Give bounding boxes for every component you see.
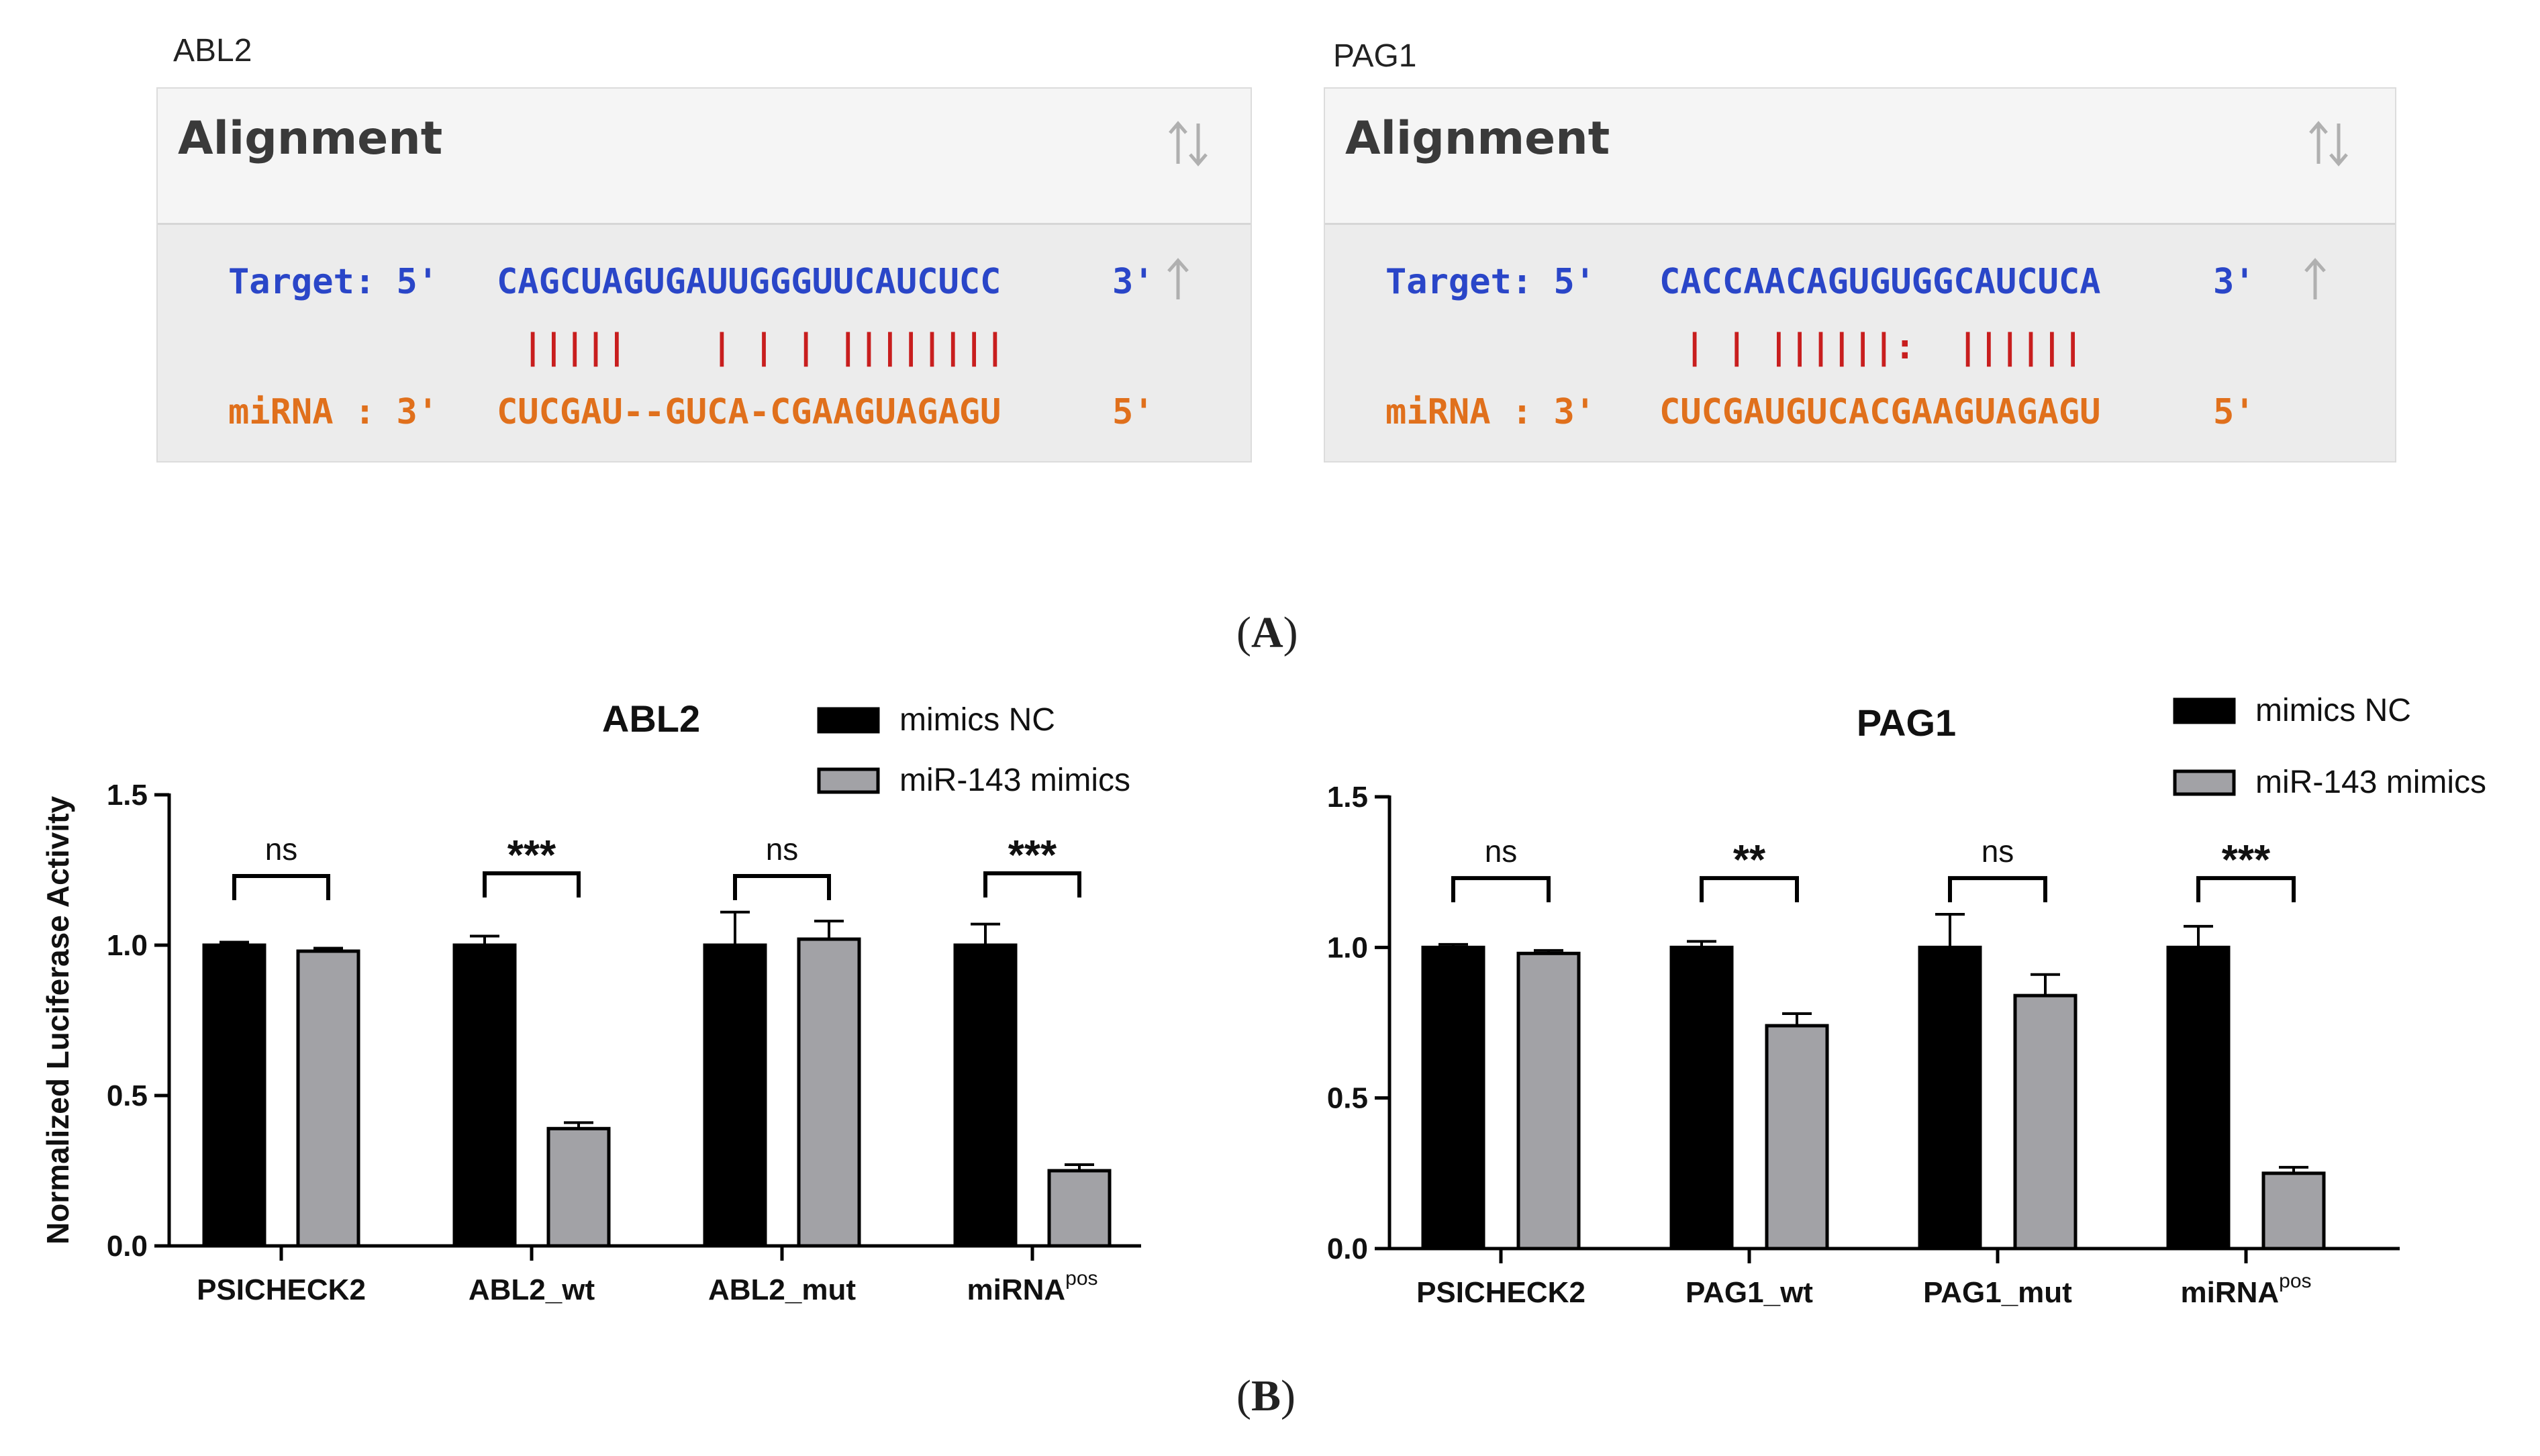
bar-mimics-nc [452, 943, 517, 1248]
x-tick-label: PAG1_mut [1923, 1276, 2072, 1309]
significance-label: ns [1982, 834, 2014, 869]
pairing-marks: | | ||||||: |||||| [1684, 327, 2084, 367]
sort-icon[interactable] [2305, 117, 2352, 171]
sort-icon[interactable] [1165, 117, 1212, 171]
bar-mir143-mimics [1047, 1169, 1112, 1248]
y-tick-label: 1.0 [1327, 931, 1368, 964]
pag1-luciferase-chart: PAG1Normalized Luciferase Activity0.00.5… [1327, 693, 2486, 1309]
legend-swatch [817, 707, 880, 734]
target-prefix: Target: 5' [228, 262, 439, 302]
y-tick-label: 1.5 [1327, 781, 1368, 814]
x-tick-label: ABL2_wt [469, 1273, 595, 1306]
y-tick-label: 0.5 [107, 1079, 148, 1112]
mirna-prefix: miRNA : 3' [228, 392, 439, 432]
alignment-title: Alignment [1345, 112, 1610, 165]
significance-bracket [733, 873, 831, 900]
significance-label: ns [1485, 834, 1518, 869]
bar-mir143-mimics [797, 937, 861, 1248]
bar-mimics-nc [1669, 945, 1734, 1251]
mirna-sequence: CUCGAU--GUCA-CGAAGUAGAGU [497, 392, 1002, 432]
significance-bracket [1700, 876, 1799, 903]
legend-label: mimics NC [2255, 693, 2411, 728]
scroll-up-icon[interactable] [1165, 255, 1191, 302]
significance-label: *** [2222, 837, 2271, 883]
mirna-suffix: 5' [2213, 392, 2255, 432]
bar-mir143-mimics [1765, 1024, 1829, 1251]
bar-mimics-nc [1421, 945, 1485, 1251]
panel-label-b: (B) [1236, 1371, 1296, 1420]
x-tick-label: PAG1_wt [1686, 1276, 1813, 1309]
significance-label: ns [265, 832, 298, 867]
pag1-alignment-label: PAG1 [1333, 38, 1417, 74]
significance-bracket [1948, 876, 2047, 903]
legend-label: miR-143 mimics [2255, 765, 2486, 800]
bar-mir143-mimics [296, 949, 360, 1248]
legend-label: mimics NC [899, 702, 1055, 738]
bar-mir143-mimics [546, 1126, 611, 1248]
target-suffix: 3' [1112, 262, 1155, 302]
mirna-suffix: 5' [1112, 392, 1155, 432]
legend-swatch [2173, 769, 2236, 796]
abl2-alignment-panel: Alignment Target: 5' CAGCUAGUGAUUGGGUUCA… [156, 87, 1252, 463]
pairing-marks: ||||| | | | |||||||| [522, 327, 1006, 367]
mirna-prefix: miRNA : 3' [1385, 392, 1596, 432]
chart-title: ABL2 [602, 697, 700, 740]
bar-mimics-nc [1918, 945, 1982, 1251]
significance-label: *** [507, 832, 556, 879]
x-tick-label: PSICHECK2 [1416, 1276, 1585, 1309]
abl2-luciferase-chart: ABL2 Normalized Luciferase Activity 0.0 0.5… [40, 697, 1141, 1306]
legend-swatch [817, 767, 880, 794]
legend-label: miR-143 mimics [899, 763, 1130, 798]
pag1-alignment-panel: Alignment Target: 5' CACCAACAGUGUGGCAUCU… [1324, 87, 2396, 463]
significance-bracket [1451, 876, 1551, 903]
chart-title: PAG1 [1857, 701, 1956, 744]
scroll-up-icon[interactable] [2302, 255, 2329, 302]
target-sequence: CACCAACAGUGUGGCAUCUCA [1659, 262, 2101, 302]
bar-mir143-mimics [1516, 951, 1581, 1251]
bar-mimics-nc [703, 943, 767, 1248]
panel-label-a: (A) [1236, 608, 1298, 657]
y-axis-label: Normalized Luciferase Activity [40, 796, 75, 1245]
significance-bracket [483, 871, 581, 897]
mirna-sequence: CUCGAUGUCACGAAGUAGAGU [1659, 392, 2101, 432]
y-tick-label: 1.0 [107, 929, 148, 962]
significance-bracket [2196, 876, 2296, 903]
x-tick-label: miRNApos [2180, 1270, 2311, 1309]
abl2-alignment-label: ABL2 [173, 33, 252, 68]
bar-mimics-nc [953, 943, 1018, 1248]
bar-mimics-nc [2166, 945, 2231, 1251]
significance-bracket [983, 871, 1081, 897]
legend-swatch [2173, 697, 2236, 724]
alignment-header: Alignment [1325, 89, 2395, 225]
target-suffix: 3' [2213, 262, 2255, 302]
target-sequence: CAGCUAGUGAUUGGGUUCAUCUCC [497, 262, 1002, 302]
significance-label: *** [1008, 832, 1057, 879]
x-tick-label: ABL2_mut [708, 1273, 856, 1306]
x-tick-label: miRNApos [967, 1267, 1097, 1306]
bar-mir143-mimics [2013, 993, 2078, 1251]
y-tick-label: 0.5 [1327, 1082, 1368, 1115]
y-tick-label: 1.5 [107, 779, 148, 812]
y-tick-label: 0.0 [1327, 1232, 1368, 1265]
alignment-title: Alignment [178, 112, 443, 165]
bar-mir143-mimics [2261, 1171, 2326, 1251]
target-prefix: Target: 5' [1385, 262, 1596, 302]
x-tick-label: PSICHECK2 [197, 1273, 366, 1306]
bar-mimics-nc [202, 943, 266, 1248]
significance-label: ns [766, 832, 799, 867]
alignment-header: Alignment [158, 89, 1251, 225]
significance-label: ** [1733, 837, 1766, 883]
significance-bracket [232, 873, 330, 900]
y-tick-label: 0.0 [107, 1230, 148, 1263]
